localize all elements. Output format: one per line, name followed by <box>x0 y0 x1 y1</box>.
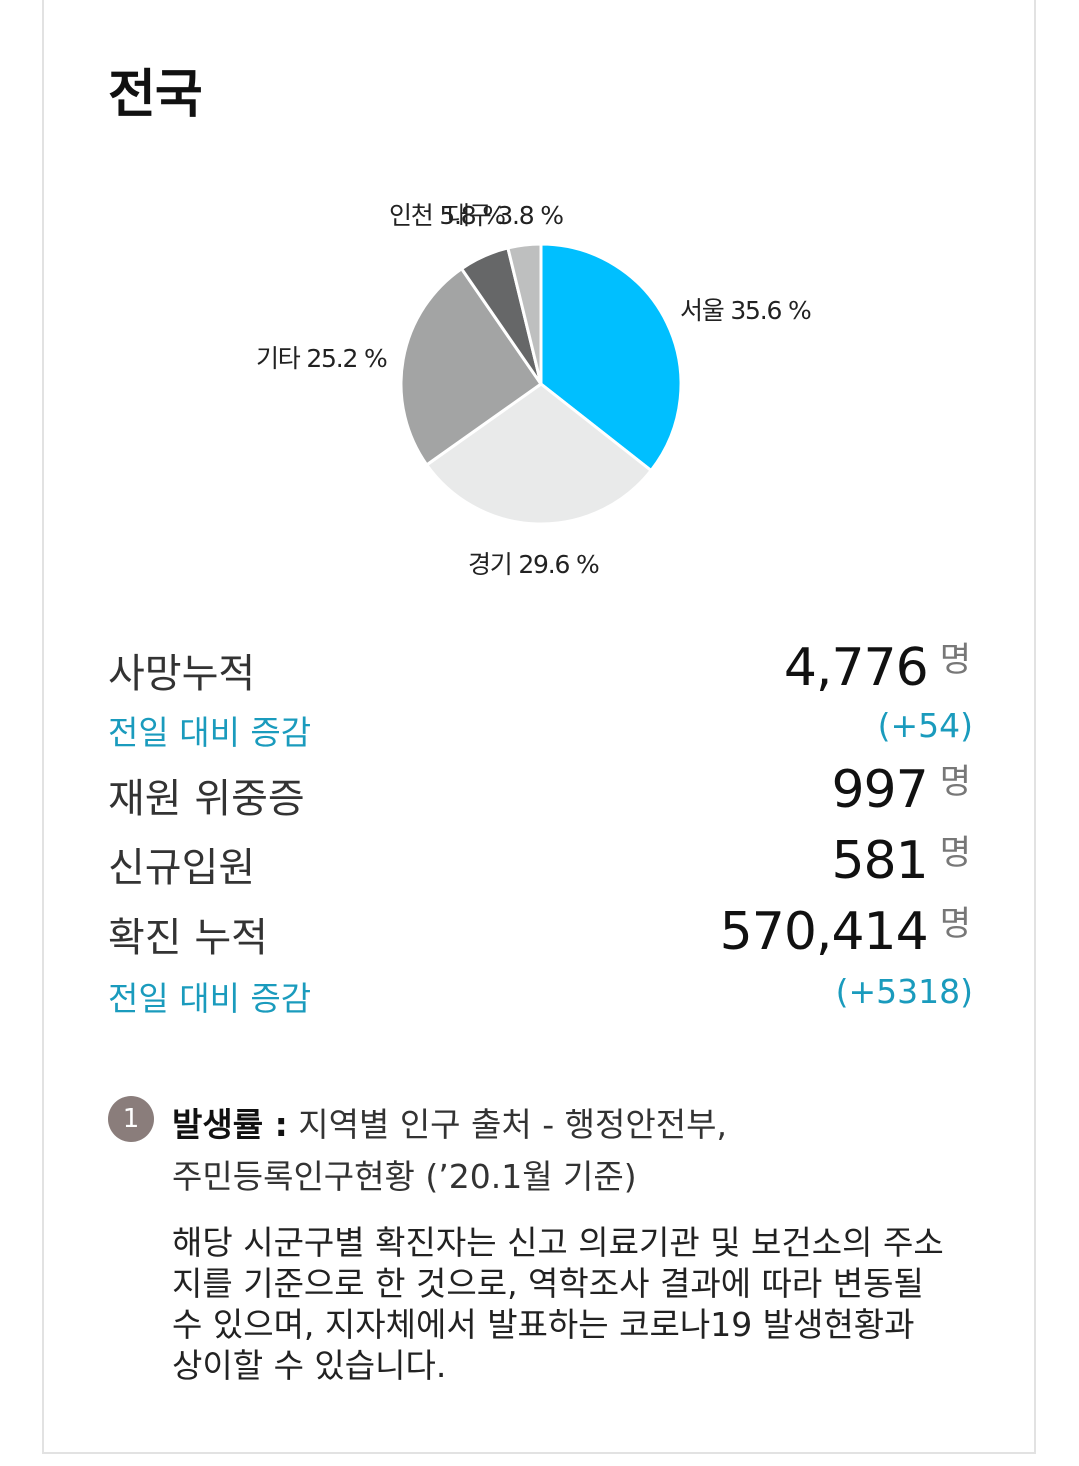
deaths-value: 4,776 명 <box>784 638 971 698</box>
critical-value: 997 명 <box>831 760 971 820</box>
confirmed-value: 570,414 명 <box>720 902 971 962</box>
note-number-badge: 1 <box>108 1096 154 1142</box>
new-admit-label: 신규입원 <box>108 845 256 891</box>
pie-slice-4 <box>506 242 543 385</box>
new-admit-value: 581 명 <box>831 831 971 891</box>
critical-label: 재원 위중증 <box>108 776 305 822</box>
pie-label-daegu: 대구 3.8 % <box>447 201 564 230</box>
note-source: 지역별 인구 출처 - 행정안전부, <box>287 1105 727 1144</box>
confirmed-delta-label: 전일 대비 증감 <box>108 979 312 1018</box>
pie-chart <box>399 242 683 526</box>
confirmed-delta: (+5318) <box>835 972 973 1011</box>
pie-label-seoul: 서울 35.6 % <box>680 296 812 325</box>
new-admit-unit: 명 <box>939 833 971 873</box>
confirmed-number: 570,414 <box>719 902 929 962</box>
deaths-number: 4,776 <box>783 638 929 698</box>
pie-label-gyeonggi: 경기 29.6 % <box>468 550 600 579</box>
content-card <box>42 0 1036 1454</box>
deaths-delta-label: 전일 대비 증감 <box>108 713 312 752</box>
note-body: 해당 시군구별 확진자는 신고 의료기관 및 보건소의 주소지를 기준으로 한 … <box>172 1223 944 1385</box>
note-heading: 발생률 : <box>172 1105 288 1144</box>
deaths-label: 사망누적 <box>108 651 256 697</box>
pie-slice-0 <box>539 242 683 473</box>
critical-number: 997 <box>831 760 928 820</box>
critical-unit: 명 <box>939 762 971 802</box>
deaths-unit: 명 <box>939 640 971 680</box>
pie-label-other: 기타 25.2 % <box>256 344 388 373</box>
confirmed-label: 확진 누적 <box>108 915 268 961</box>
pie-slice-2 <box>399 266 544 467</box>
page-title: 전국 <box>108 65 203 125</box>
pie-slice-1 <box>424 382 654 526</box>
deaths-delta: (+54) <box>877 706 973 745</box>
new-admit-number: 581 <box>831 831 928 891</box>
pie-label-incheon: 인천 5.8 % <box>389 201 506 230</box>
note-line-2: 주민등록인구현황 (’20.1월 기준) <box>172 1157 637 1196</box>
confirmed-unit: 명 <box>939 904 971 944</box>
note-line-1: 발생률 : 지역별 인구 출처 - 행정안전부, <box>172 1098 727 1146</box>
